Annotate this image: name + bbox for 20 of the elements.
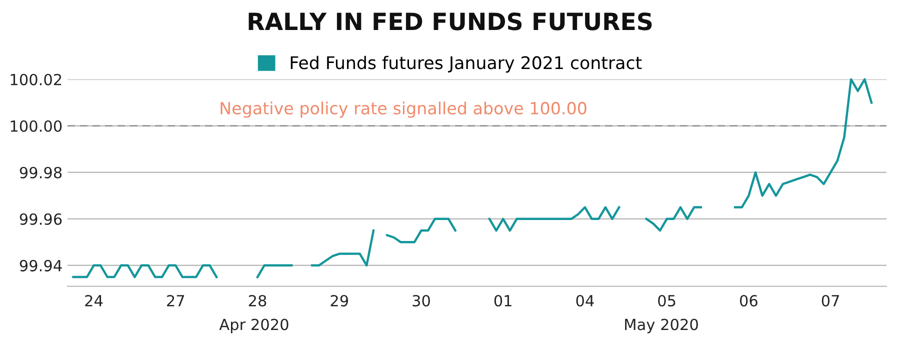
y-tick-label: 99.98 bbox=[20, 166, 62, 178]
y-tick-label: 99.94 bbox=[20, 260, 62, 272]
x-tick-label: 27 bbox=[167, 294, 184, 306]
x-tick-label: 28 bbox=[248, 294, 266, 307]
x-tick-label: 30 bbox=[412, 294, 430, 307]
ref-line-label: Negative policy rate signalled above 100.00 bbox=[220, 102, 586, 118]
x-tick-label: 04 bbox=[576, 294, 594, 307]
y-tick-label: 100.02 bbox=[10, 74, 62, 86]
x-tick-label: 24 bbox=[85, 294, 103, 306]
text: Apr 2020 bbox=[219, 318, 288, 334]
legend-label: Fed Funds futures January 2021 contract bbox=[290, 56, 642, 73]
x-tick-label: 05 bbox=[658, 294, 676, 307]
x-tick-label: 01 bbox=[494, 294, 512, 307]
y-tick-label: 99.96 bbox=[20, 213, 62, 225]
chart-title: RALLY IN FED FUNDS FUTURES bbox=[248, 12, 652, 30]
x-tick-label: 29 bbox=[330, 294, 348, 307]
x-tick-label: 06 bbox=[740, 294, 758, 307]
text: May 2020 bbox=[625, 318, 698, 334]
y-tick-label: 100.00 bbox=[10, 120, 62, 132]
x-tick-label: 07 bbox=[822, 294, 839, 307]
